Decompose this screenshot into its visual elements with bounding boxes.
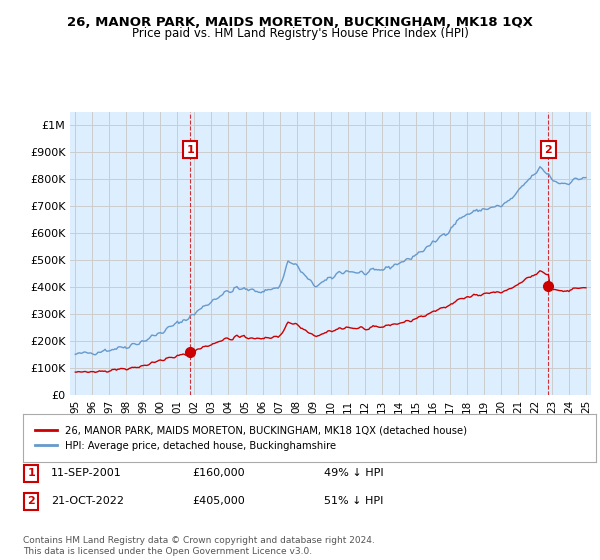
Text: 11-SEP-2001: 11-SEP-2001 (51, 468, 122, 478)
Text: 1: 1 (187, 144, 194, 155)
Text: £160,000: £160,000 (192, 468, 245, 478)
Text: 51% ↓ HPI: 51% ↓ HPI (324, 496, 383, 506)
Legend: 26, MANOR PARK, MAIDS MORETON, BUCKINGHAM, MK18 1QX (detached house), HPI: Avera: 26, MANOR PARK, MAIDS MORETON, BUCKINGHA… (31, 422, 470, 455)
Text: 26, MANOR PARK, MAIDS MORETON, BUCKINGHAM, MK18 1QX: 26, MANOR PARK, MAIDS MORETON, BUCKINGHA… (67, 16, 533, 29)
Text: 2: 2 (28, 496, 35, 506)
Text: Price paid vs. HM Land Registry's House Price Index (HPI): Price paid vs. HM Land Registry's House … (131, 27, 469, 40)
Text: 21-OCT-2022: 21-OCT-2022 (51, 496, 124, 506)
Text: 49% ↓ HPI: 49% ↓ HPI (324, 468, 383, 478)
Text: 1: 1 (28, 468, 35, 478)
Text: 2: 2 (545, 144, 553, 155)
Text: Contains HM Land Registry data © Crown copyright and database right 2024.
This d: Contains HM Land Registry data © Crown c… (23, 536, 374, 556)
Text: £405,000: £405,000 (192, 496, 245, 506)
